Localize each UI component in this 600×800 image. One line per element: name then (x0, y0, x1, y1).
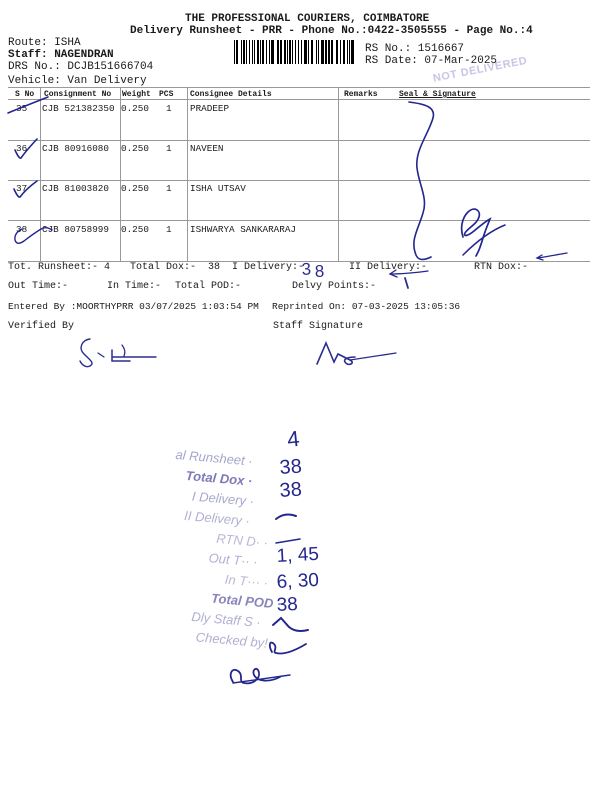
svg-text:8: 8 (314, 262, 324, 281)
